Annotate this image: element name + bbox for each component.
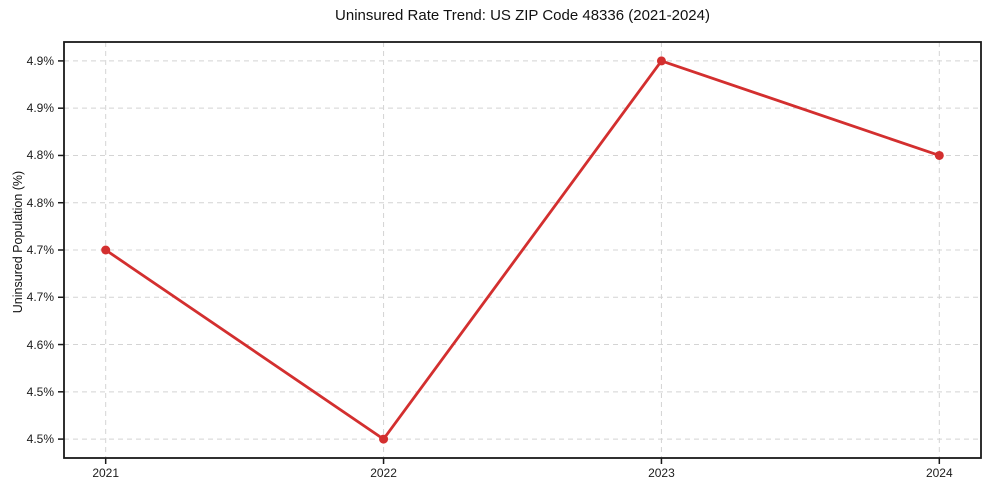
y-tick-label: 4.9% bbox=[26, 53, 54, 68]
plot-border bbox=[63, 41, 982, 459]
x-tick-label: 2023 bbox=[648, 466, 675, 480]
y-tick-label: 4.8% bbox=[26, 195, 54, 210]
y-tick-label: 4.5% bbox=[26, 432, 54, 447]
y-tick-label: 4.9% bbox=[26, 101, 54, 116]
y-tick-label: 4.6% bbox=[26, 337, 54, 352]
y-tick-label: 4.7% bbox=[26, 290, 54, 305]
data-point-marker bbox=[379, 434, 389, 444]
y-tick-label: 4.5% bbox=[26, 384, 54, 399]
x-tick-label: 2022 bbox=[370, 466, 397, 480]
y-tick-label: 4.8% bbox=[26, 148, 54, 163]
x-tick-label: 2021 bbox=[92, 466, 120, 480]
data-point-marker bbox=[101, 245, 111, 255]
series-line bbox=[104, 59, 941, 441]
data-point-marker bbox=[656, 56, 666, 66]
y-tick-label: 4.7% bbox=[26, 243, 54, 257]
x-tick-label: 2024 bbox=[925, 466, 953, 480]
data-point-marker bbox=[934, 150, 944, 160]
chart-title: Uninsured Rate Trend: US ZIP Code 48336 … bbox=[335, 7, 710, 24]
